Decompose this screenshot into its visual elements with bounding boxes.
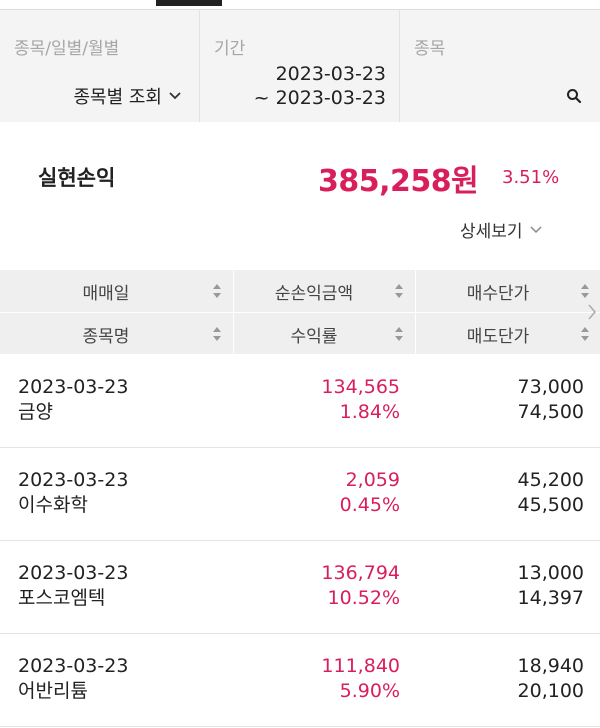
filter-divider [199, 10, 200, 122]
table-row[interactable]: 2023-03-23 어반리튬 111,840 5.90% 18,940 20,… [0, 634, 600, 727]
sell-price: 20,100 [517, 680, 584, 702]
summary-title: 실현손익 [38, 166, 116, 190]
date-range-start: 2023-03-23 [275, 63, 386, 85]
buy-price: 13,000 [517, 562, 584, 584]
header-divider [0, 312, 600, 313]
date-range-end: ~ 2023-03-23 [253, 87, 386, 109]
sort-icon [395, 327, 403, 341]
net-profit: 134,565 [321, 376, 400, 398]
buy-price: 45,200 [517, 469, 584, 491]
header-label: 수익률 [290, 326, 338, 347]
header-label: 매도단가 [466, 326, 530, 347]
date-range-value[interactable]: 2023-03-23 ~ 2023-03-23 [254, 62, 386, 110]
net-profit: 136,794 [321, 562, 400, 584]
chevron-right-icon[interactable] [586, 303, 598, 321]
stock-name: 어반리튬 [18, 680, 88, 702]
return-rate: 1.84% [339, 401, 400, 423]
stock-name: 이수화학 [18, 494, 88, 516]
period-type-value: 종목별 조회 [73, 87, 162, 108]
realized-profit-rate: 3.51% [502, 167, 560, 188]
detail-view-label: 상세보기 [460, 222, 523, 242]
net-profit: 111,840 [321, 655, 400, 677]
table-row[interactable]: 2023-03-23 금양 134,565 1.84% 73,000 74,50… [0, 355, 600, 448]
search-icon[interactable] [566, 88, 582, 104]
stock-filter[interactable]: 종목 [400, 10, 600, 122]
sort-trade-date[interactable]: 매매일 [0, 270, 232, 312]
period-type-select[interactable]: 종목별 조회 [73, 83, 182, 109]
buy-price: 18,940 [517, 655, 584, 677]
sort-icon [581, 284, 589, 298]
filter-divider [399, 10, 400, 122]
sort-icon [213, 327, 221, 341]
filter-bar: 종목/일별/월별 종목별 조회 기간 2023-03-23 ~ 2023-03-… [0, 10, 600, 122]
sort-return-rate[interactable]: 수익률 [234, 313, 414, 355]
return-rate: 5.90% [339, 680, 400, 702]
header-divider [233, 270, 234, 312]
trade-date: 2023-03-23 [18, 562, 129, 584]
sort-sell-price[interactable]: 매도단가 [416, 313, 600, 355]
sell-price: 74,500 [517, 401, 584, 423]
header-label: 매매일 [82, 283, 130, 304]
table-row[interactable]: 2023-03-23 이수화학 2,059 0.45% 45,200 45,50… [0, 448, 600, 541]
sell-price: 14,397 [517, 587, 584, 609]
buy-price: 73,000 [517, 376, 584, 398]
active-tab-indicator [156, 0, 222, 6]
sort-net-profit[interactable]: 순손익금액 [234, 270, 414, 312]
stock-label: 종목 [414, 39, 446, 59]
trade-date: 2023-03-23 [18, 655, 129, 677]
return-rate: 10.52% [327, 587, 400, 609]
header-divider [415, 313, 416, 355]
chevron-down-icon [169, 92, 181, 100]
realized-profit-amount: 385,258원 [318, 164, 479, 199]
header-divider [233, 313, 234, 355]
sell-price: 45,500 [517, 494, 584, 516]
period-type-filter[interactable]: 종목/일별/월별 종목별 조회 [0, 10, 198, 122]
sort-buy-price[interactable]: 매수단가 [416, 270, 600, 312]
top-divider [0, 9, 600, 10]
date-range-filter[interactable]: 기간 2023-03-23 ~ 2023-03-23 [200, 10, 398, 122]
header-label: 종목명 [82, 326, 130, 347]
sort-icon [395, 284, 403, 298]
sort-icon [213, 284, 221, 298]
trade-date: 2023-03-23 [18, 376, 129, 398]
table-row[interactable]: 2023-03-23 포스코엠텍 136,794 10.52% 13,000 1… [0, 541, 600, 634]
sort-icon [581, 327, 589, 341]
stock-name: 포스코엠텍 [18, 587, 106, 609]
stock-name: 금양 [18, 401, 53, 423]
net-profit: 2,059 [345, 469, 400, 491]
header-divider [415, 270, 416, 312]
trade-date: 2023-03-23 [18, 469, 129, 491]
detail-view-toggle[interactable]: 상세보기 [460, 217, 543, 242]
header-label: 순손익금액 [274, 283, 354, 304]
date-range-label: 기간 [214, 39, 246, 59]
chevron-down-icon [530, 225, 542, 233]
header-label: 매수단가 [466, 283, 530, 304]
period-type-label: 종목/일별/월별 [14, 39, 120, 59]
return-rate: 0.45% [339, 494, 400, 516]
sort-stock-name[interactable]: 종목명 [0, 313, 232, 355]
